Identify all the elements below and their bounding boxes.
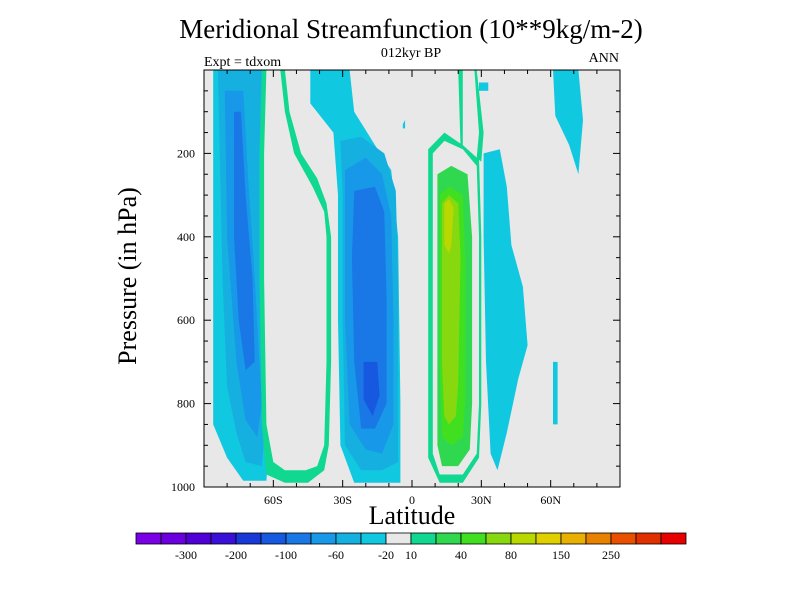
colorbar-box [135, 532, 162, 545]
colorbar-box [385, 532, 412, 545]
contour-region-10-0 [444, 199, 454, 254]
x-axis-label: Latitude [368, 501, 456, 530]
y-tick-label: 600 [177, 313, 195, 327]
colorbar-label: 10 [405, 548, 417, 562]
colorbar-box [660, 532, 687, 545]
colorbar: -300 -200 -100 -60 -20 10 40 80 150 250 [135, 532, 687, 562]
colorbar-box [335, 532, 362, 545]
colorbar-label: -20 [378, 548, 394, 562]
y-tick-label: 800 [177, 397, 195, 411]
colorbar-box [360, 532, 387, 545]
colorbar-box [160, 532, 187, 545]
colorbar-box [635, 532, 662, 545]
chart-title: Meridional Streamfunction (10**9kg/m-2) [179, 14, 643, 44]
contour-region-0-4 [553, 70, 583, 175]
contour-region-3-0 [234, 111, 255, 371]
x-tick-label: 60N [540, 493, 561, 507]
colorbar-label: 40 [455, 548, 467, 562]
colorbar-box [510, 532, 537, 545]
colorbar-label: 150 [552, 548, 570, 562]
x-tick-label: 60S [264, 493, 283, 507]
contour-region-3-1 [351, 186, 387, 429]
colorbar-box [460, 532, 487, 545]
colorbar-box [285, 532, 312, 545]
contour-region-4-0 [363, 361, 380, 417]
colorbar-box [210, 532, 237, 545]
chart-subtitle: 012kyr BP [380, 46, 442, 61]
colorbar-box [410, 532, 437, 545]
colorbar-box [435, 532, 462, 545]
x-tick-label: 0 [409, 493, 415, 507]
colorbar-box [310, 532, 337, 545]
contour-region-0-6 [402, 120, 406, 129]
contour-fills [213, 70, 583, 483]
colorbar-label: -60 [328, 548, 344, 562]
colorbar-box [260, 532, 287, 545]
colorbar-label: 80 [505, 548, 517, 562]
colorbar-label: -300 [175, 548, 197, 562]
colorbar-box [185, 532, 212, 545]
contour-region-6-0 [264, 70, 327, 471]
contour-region-0-3 [483, 149, 528, 471]
colorbar-box [485, 532, 512, 545]
colorbar-box [585, 532, 612, 545]
y-tick-label: 200 [177, 146, 195, 160]
axis-ticks: 60S 30S 0 30N 60N 200 400 600 800 1000 [171, 69, 621, 507]
colorbar-box [535, 532, 562, 545]
experiment-label: Expt = tdxom [204, 55, 282, 70]
contour-region-0-2 [479, 82, 489, 91]
y-tick-label: 1000 [171, 480, 195, 494]
colorbar-box [560, 532, 587, 545]
colorbar-label: -200 [225, 548, 247, 562]
colorbar-label: -100 [275, 548, 297, 562]
colorbar-box [610, 532, 637, 545]
contour-region-6-1 [462, 70, 479, 158]
x-tick-label: 30N [471, 493, 492, 507]
y-tick-label: 400 [177, 230, 195, 244]
colorbar-label: 250 [602, 548, 620, 562]
x-tick-label: 30S [333, 493, 352, 507]
contour-region-9-0 [442, 195, 461, 425]
season-label: ANN [588, 51, 619, 66]
contour-region-0-5 [553, 361, 558, 425]
colorbar-box [235, 532, 262, 545]
